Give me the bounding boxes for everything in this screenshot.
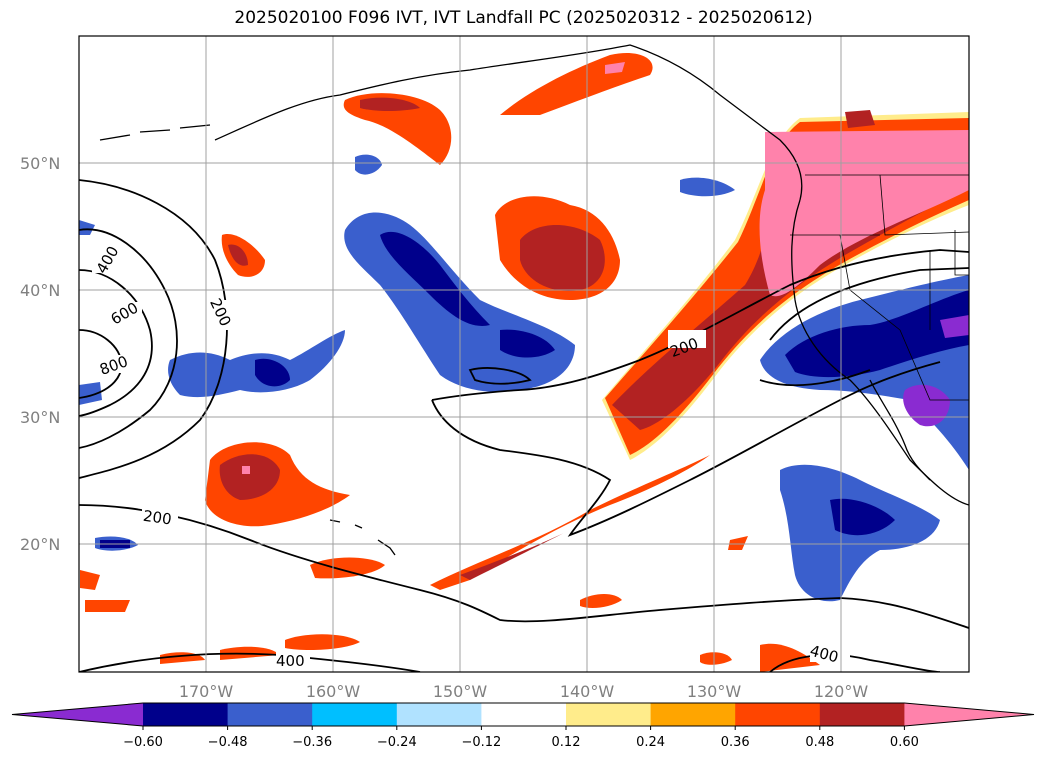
- contour-label-layer: 400 600 800 200 200 200 400 400: [92, 243, 850, 670]
- aleutians: [99, 124, 211, 141]
- blob-navy-west: [255, 358, 290, 387]
- lon-label-140: 140°W: [560, 682, 615, 701]
- blob-red-s5: [580, 594, 622, 608]
- contour-600-west: [79, 269, 153, 417]
- blob-darkred-central: [520, 225, 605, 291]
- blob-purple-east2: [940, 315, 969, 338]
- colorbar-extend-low: [12, 703, 143, 726]
- contour-200-band: [431, 249, 969, 401]
- colorbar-swatch: [735, 703, 821, 726]
- contour-200-south: [79, 504, 969, 629]
- blob-blue-west2: [79, 382, 102, 405]
- ar-band-pink: [759, 130, 969, 297]
- lon-label-130: 130°W: [687, 682, 742, 701]
- lat-label-20: 20°N: [20, 535, 60, 554]
- blob-darkred-sw: [219, 454, 280, 500]
- colorbar-swatch: [819, 703, 905, 726]
- coastline-baja: [869, 379, 931, 481]
- lon-label-170: 170°W: [179, 682, 234, 701]
- colorbar-swatch: [566, 703, 652, 726]
- blob-darkred-left: [228, 244, 248, 266]
- blob-darkred-north: [360, 97, 420, 111]
- border-states-1: [879, 174, 969, 236]
- colorbar-swatch: [650, 703, 736, 726]
- blob-red-s3: [80, 570, 100, 590]
- colorbar-tick-label: 0.48: [805, 735, 834, 750]
- map-frame: [78, 35, 970, 673]
- colorbar-tick-label: −0.24: [377, 735, 417, 750]
- border-states-4: [899, 329, 969, 401]
- colorbar-swatch: [312, 703, 398, 726]
- blob-red-s1: [310, 557, 385, 579]
- blob-pink-sw: [242, 466, 250, 474]
- colorbar-tick-label: −0.36: [292, 735, 332, 750]
- lat-label-30: 30°N: [20, 408, 60, 427]
- gridlines: [79, 36, 969, 672]
- lon-label-120: 120°W: [814, 682, 869, 701]
- lon-label-160: 160°W: [306, 682, 361, 701]
- blob-pink-top: [605, 62, 625, 74]
- contour-east-loop: [759, 267, 969, 387]
- colorbar-tick-label: −0.60: [123, 735, 163, 750]
- colorbar-swatch: [481, 703, 567, 726]
- border-states-6: [954, 230, 969, 276]
- lat-label-40: 40°N: [20, 281, 60, 300]
- colorbar-swatch: [143, 703, 229, 726]
- blob-red-s6: [700, 652, 732, 665]
- contour-400-south: [79, 652, 421, 672]
- lon-label-150: 150°W: [433, 682, 488, 701]
- contour-400-west: [79, 228, 178, 449]
- blob-navy-central: [380, 231, 490, 326]
- blob-red-s2: [285, 634, 360, 650]
- lat-label-50: 50°N: [20, 154, 60, 173]
- map-title: 2025020100 F096 IVT, IVT Landfall PC (20…: [234, 8, 813, 28]
- ar-tail-dark: [460, 530, 570, 580]
- colorbar-tick-label: −0.48: [208, 735, 248, 750]
- contour-label-200-south: 200: [142, 507, 173, 529]
- colorbar-tick-label: 0.12: [552, 735, 581, 750]
- contour-200-band2: [431, 361, 941, 537]
- colorbar-tick-label: 0.60: [890, 735, 919, 750]
- coastline-north: [214, 44, 803, 201]
- blob-blue-west3: [79, 220, 95, 235]
- contour-layer: [79, 179, 969, 672]
- contour-hawaii-wiggle: [468, 367, 532, 385]
- colorbar-swatch: [396, 703, 482, 726]
- colorbar-extend-high: [904, 703, 1034, 726]
- blob-red-north: [343, 93, 452, 165]
- ar-tail: [430, 455, 710, 590]
- blob-blue-top2: [680, 177, 735, 197]
- blob-blue-top: [355, 154, 382, 175]
- hawaii-islands: [329, 519, 396, 556]
- blob-purple-east: [903, 384, 950, 427]
- contour-label-400-south: 400: [276, 652, 305, 670]
- contour-400-se: [769, 653, 941, 672]
- colorbar-tick-label: 0.36: [721, 735, 750, 750]
- contour-high-outer: [79, 179, 228, 479]
- blob-navy-east: [785, 290, 969, 378]
- blob-red-ne: [845, 110, 875, 128]
- blob-red-s10: [760, 643, 820, 672]
- colorbar-tick-label: 0.24: [636, 735, 665, 750]
- blob-red-s7: [728, 536, 748, 550]
- blob-navy-central2: [500, 329, 555, 358]
- coastline-layer: [99, 44, 969, 556]
- blob-red-s4: [85, 600, 130, 612]
- blob-navy-se: [830, 498, 895, 536]
- shading-layer: [79, 52, 969, 672]
- colorbar-swatch: [227, 703, 313, 726]
- colorbar: −0.60 −0.48 −0.36 −0.24 −0.12 0.12 0.24 0.36 0.4…: [11, 702, 1035, 750]
- colorbar-tick-label: −0.12: [461, 735, 501, 750]
